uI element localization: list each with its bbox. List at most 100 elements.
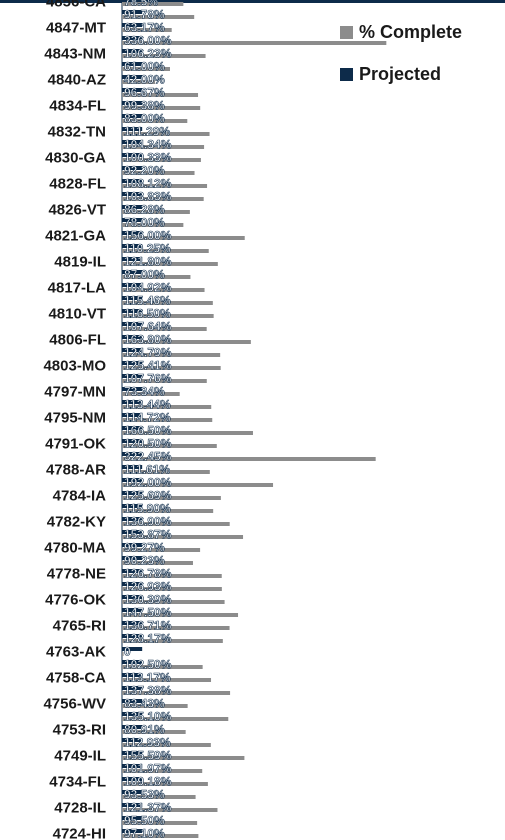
category-tick-label: 4856-CA (46, 0, 106, 11)
data-label: 166.50% (124, 424, 172, 438)
bar-projected (122, 465, 143, 469)
bar-complete (122, 80, 156, 84)
bar-complete (122, 496, 221, 500)
bar-projected (122, 816, 143, 820)
bar-complete (122, 15, 195, 19)
bar-projected (122, 803, 143, 807)
data-label: 121.37% (124, 801, 172, 815)
category-tick-label: 4810-VT (48, 306, 106, 323)
data-label: 101.97% (124, 762, 172, 776)
bar-complete (122, 704, 188, 708)
bar-complete (122, 730, 186, 734)
data-label: 83.43% (124, 697, 165, 711)
data-label: 104.92% (124, 281, 172, 295)
data-label: 125.69% (124, 489, 172, 503)
bar-complete (122, 678, 212, 682)
bar-projected (122, 660, 143, 664)
bar-projected (122, 595, 143, 599)
bar-projected (122, 140, 143, 144)
bar-complete (122, 483, 274, 487)
data-label: 63.17% (124, 21, 165, 35)
bar-complete (122, 756, 245, 760)
bar-projected (122, 478, 143, 482)
category-tick-label: 4776-OK (45, 592, 106, 609)
data-label: 103.83% (124, 190, 172, 204)
legend: % Complete Projected (340, 20, 462, 104)
legend-label-projected: Projected (359, 63, 442, 84)
data-label: 61.00% (124, 60, 165, 74)
category-tick-label: 4758-CA (46, 670, 106, 687)
category-tick-label: 4728-IL (54, 800, 106, 817)
bar-projected (122, 374, 143, 378)
bar-projected (122, 621, 143, 625)
data-label: 128.17% (124, 632, 172, 646)
legend-swatch-projected (340, 67, 353, 81)
bar-complete (122, 41, 387, 45)
data-label: 91.78% (124, 8, 165, 22)
bar-projected (122, 686, 143, 690)
category-tick-label: 4806-FL (49, 332, 106, 349)
category-tick-label: 4828-FL (49, 176, 106, 193)
legend-swatch-complete (340, 25, 353, 39)
bar-complete (122, 717, 229, 721)
data-label: 115.90% (124, 502, 171, 516)
bar-complete (122, 470, 210, 474)
bar-projected (122, 582, 143, 586)
data-label: 83.00% (124, 112, 165, 126)
bar-projected (122, 218, 143, 222)
bar-complete (122, 2, 184, 6)
data-label: 104.34% (124, 138, 172, 152)
bar-complete (122, 418, 213, 422)
bar-projected (122, 491, 143, 495)
category-tick-label: 4734-FL (49, 774, 106, 791)
bar-complete (122, 236, 245, 240)
data-label: 80.91% (124, 723, 165, 737)
bar-complete (122, 769, 203, 773)
data-label: 111.29% (124, 125, 170, 139)
category-tick-label: 4791-OK (45, 436, 106, 453)
data-label: 136.90% (124, 515, 172, 529)
data-label: 92.20% (124, 164, 165, 178)
bar-projected (122, 244, 143, 248)
data-label: 155.59% (124, 749, 172, 763)
bar-projected (122, 790, 143, 794)
bar-complete (122, 119, 188, 123)
bar-projected (122, 192, 143, 196)
bar-complete (122, 262, 218, 266)
data-label: 125.41% (124, 359, 172, 373)
data-label: 147.50% (124, 606, 172, 620)
bar-projected (122, 452, 143, 456)
data-label: 163.80% (124, 333, 172, 347)
bar-complete (122, 171, 195, 175)
category-tick-label: 4832-TN (48, 124, 106, 141)
data-label: 73.34% (124, 385, 165, 399)
bar-complete (122, 613, 239, 617)
bar-projected (122, 166, 143, 170)
bar-complete (122, 600, 225, 604)
bar-complete (122, 275, 191, 279)
data-label: 126.93% (124, 580, 172, 594)
bar-projected (122, 114, 143, 118)
bar-projected (122, 0, 143, 1)
bar-complete (122, 301, 213, 305)
data-label: 112.93% (124, 736, 171, 750)
data-label: 192.00% (124, 476, 172, 490)
category-tick-label: 4821-GA (45, 228, 106, 245)
category-tick-label: 4834-FL (49, 98, 106, 115)
data-label: 99.38% (124, 99, 165, 113)
category-tick-label: 4843-NM (44, 46, 106, 63)
category-tick-label: 4803-MO (43, 358, 106, 375)
data-label: 115.46% (124, 294, 171, 308)
category-tick-label: 4765-RI (53, 618, 106, 635)
bar-projected (122, 62, 143, 66)
data-label: 136.71% (124, 619, 172, 633)
bar-complete (122, 288, 205, 292)
data-label: 86.28% (124, 203, 165, 217)
bar-projected (122, 49, 143, 53)
data-label: 126.78% (124, 567, 172, 581)
data-label: 113.44% (124, 398, 171, 412)
data-label: 153.87% (124, 528, 172, 542)
bar-projected (122, 517, 143, 521)
bar-projected (122, 309, 143, 313)
bar-complete (122, 314, 214, 318)
